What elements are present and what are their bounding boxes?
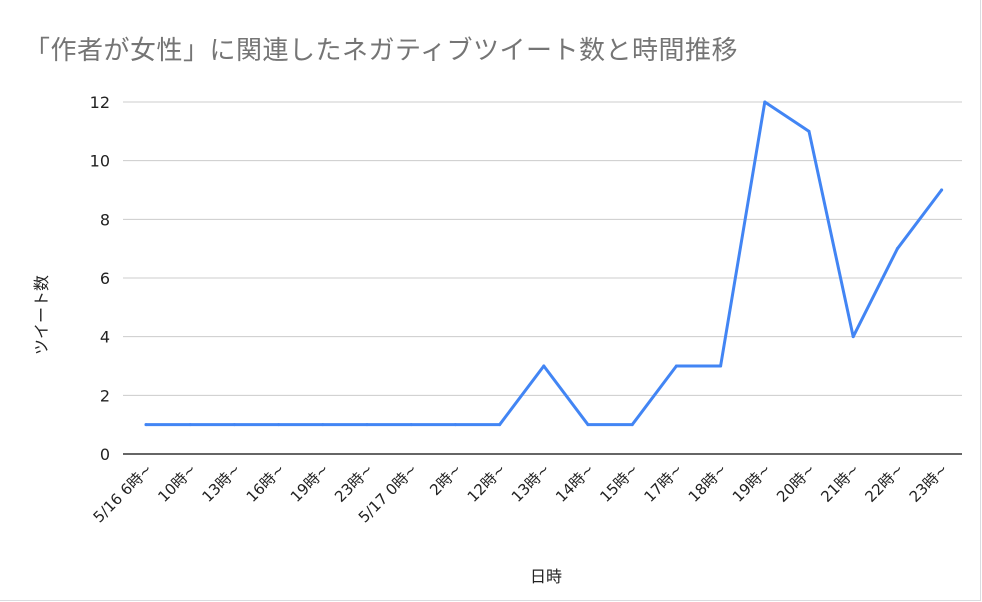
data-point bbox=[763, 100, 767, 104]
x-tick-label: 2時~ bbox=[426, 460, 465, 499]
x-tick-label: 13時~ bbox=[199, 460, 245, 506]
y-tick-label: 8 bbox=[100, 210, 110, 229]
data-point bbox=[144, 423, 148, 427]
x-tick-label: 14時~ bbox=[552, 460, 598, 506]
gridlines bbox=[123, 101, 962, 396]
y-tick-label: 6 bbox=[100, 269, 110, 288]
data-point bbox=[498, 423, 502, 427]
x-tick-label: 18時~ bbox=[685, 460, 731, 506]
x-tick-label: 19時~ bbox=[729, 460, 775, 506]
x-tick-label: 21時~ bbox=[817, 460, 863, 506]
data-point bbox=[453, 423, 457, 427]
data-point bbox=[674, 364, 678, 368]
data-point bbox=[232, 423, 236, 427]
data-point bbox=[807, 129, 811, 133]
data-point bbox=[719, 364, 723, 368]
data-point bbox=[940, 188, 944, 192]
y-axis-title: ツイート数 bbox=[32, 275, 51, 355]
series-layer bbox=[144, 100, 944, 427]
x-axis-ticks: 5/16 6時~10時~13時~16時~19時~23時~5/17 0時~ 2時~1… bbox=[90, 460, 952, 526]
x-axis-title: 日時 bbox=[530, 567, 562, 586]
y-tick-label: 4 bbox=[100, 328, 110, 347]
x-tick-label: 12時~ bbox=[464, 460, 510, 506]
data-point bbox=[409, 423, 413, 427]
x-tick-label: 17時~ bbox=[641, 460, 687, 506]
x-tick-label: 16時~ bbox=[243, 460, 289, 506]
x-tick-label: 22時~ bbox=[862, 460, 908, 506]
series-line-0 bbox=[144, 100, 944, 427]
data-point bbox=[365, 423, 369, 427]
data-point bbox=[188, 423, 192, 427]
y-axis-ticks: 0 2 4 6 8 10 12 bbox=[90, 93, 110, 464]
data-point bbox=[277, 423, 281, 427]
data-point bbox=[586, 423, 590, 427]
data-point bbox=[542, 364, 546, 368]
data-point bbox=[851, 335, 855, 339]
x-tick-label: 15時~ bbox=[596, 460, 642, 506]
y-tick-label: 2 bbox=[100, 386, 110, 405]
x-tick-label: 19時~ bbox=[287, 460, 333, 506]
x-tick-label: 10時~ bbox=[154, 460, 200, 506]
data-point bbox=[321, 423, 325, 427]
x-tick-label: 13時~ bbox=[508, 460, 554, 506]
x-tick-label: 20時~ bbox=[773, 460, 819, 506]
y-tick-label: 10 bbox=[90, 152, 110, 171]
data-point bbox=[630, 423, 634, 427]
chart-title: 「作者が女性」に関連したネガティブツイート数と時間推移 bbox=[24, 36, 738, 66]
x-tick-label: 23時~ bbox=[906, 460, 952, 506]
x-tick-label: 5/16 6時~ bbox=[90, 460, 156, 526]
data-point bbox=[895, 247, 899, 251]
y-tick-label: 12 bbox=[90, 93, 110, 112]
y-tick-label: 0 bbox=[100, 445, 110, 464]
